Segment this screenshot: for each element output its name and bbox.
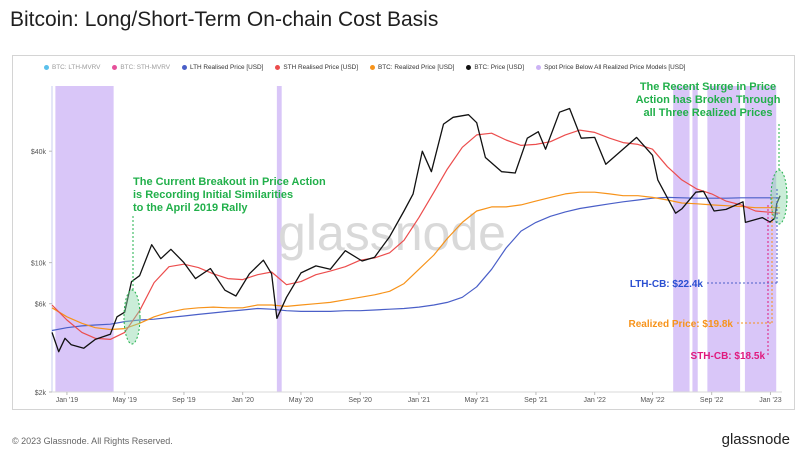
- legend-swatch: [536, 65, 542, 70]
- lth-cb-label: LTH-CB: $22.4k: [630, 279, 704, 290]
- x-tick-label: May '19: [113, 397, 137, 404]
- y-tick-label: $40k: [31, 149, 47, 156]
- chart-title: Bitcoin: Long/Short-Term On-chain Cost B…: [10, 8, 439, 31]
- legend-label: BTC: STH-MVRV: [120, 64, 171, 71]
- annotation-right-line-2: Action has Broken Through: [636, 94, 781, 106]
- annotation-left-line-2: is Recording Initial Similarities: [133, 189, 293, 201]
- annotation-right-line-1: The Recent Surge in Price: [640, 81, 776, 93]
- legend-label: BTC: LTH-MVRV: [52, 64, 101, 71]
- copyright-footer: © 2023 Glassnode. All Rights Reserved.: [12, 436, 173, 446]
- x-axis: Jan '19 May '19 Sep '19 Jan '20 May '20 Sep '…: [56, 392, 782, 404]
- x-tick-label: May '22: [640, 397, 664, 404]
- annotation-left-line-1: The Current Breakout in Price Action: [133, 176, 326, 188]
- shaded-band: [744, 86, 777, 392]
- legend-item-lth-realised[interactable]: LTH Realised Price [USD]: [182, 64, 263, 71]
- legend-item-btc-price[interactable]: BTC: Price [USD]: [466, 64, 524, 71]
- legend-swatch: [275, 65, 281, 70]
- x-tick-label: May '20: [289, 397, 313, 404]
- series-line-price: [51, 107, 781, 353]
- legend-swatch: [44, 65, 49, 70]
- chart-frame: [12, 55, 795, 410]
- legend-swatch: [112, 65, 118, 70]
- x-tick-label: Jan '22: [584, 397, 606, 404]
- ellipse-recent-surge: [770, 169, 788, 225]
- legend-label: BTC: Realized Price [USD]: [378, 64, 455, 71]
- x-tick-label: May '21: [465, 397, 489, 404]
- glassnode-logo: glassnode: [721, 431, 790, 448]
- ellipse-april-2019: [123, 289, 141, 345]
- shaded-band: [673, 86, 690, 392]
- legend-label: STH Realised Price [USD]: [283, 64, 359, 71]
- shaded-band: [276, 86, 282, 392]
- series-lines: [51, 107, 781, 353]
- chart-legend: BTC: LTH-MVRV BTC: STH-MVRV LTH Realised…: [44, 64, 685, 71]
- legend-item-sth-realised[interactable]: STH Realised Price [USD]: [275, 64, 358, 71]
- sth-cb-label: STH-CB: $18.5k: [691, 351, 766, 362]
- legend-swatch: [370, 65, 376, 70]
- x-tick-label: Jan '23: [759, 397, 781, 404]
- realized-price-label: Realized Price: $19.8k: [628, 319, 733, 330]
- legend-swatch: [182, 65, 188, 70]
- legend-label: LTH Realised Price [USD]: [190, 64, 264, 71]
- series-line-lth: [51, 196, 781, 332]
- x-tick-label: Sep '22: [700, 397, 724, 404]
- annotation-left-line-3: to the April 2019 Rally: [133, 202, 248, 214]
- series-line-realized: [51, 191, 781, 331]
- legend-swatch: [466, 65, 472, 70]
- shaded-band: [707, 86, 741, 392]
- x-tick-label: Sep '20: [348, 397, 372, 404]
- legend-item-spot-below[interactable]: Spot Price Below All Realized Price Mode…: [536, 64, 685, 71]
- y-tick-label: $6k: [35, 302, 47, 309]
- annotation-right-line-3: all Three Realized Prices: [643, 107, 772, 119]
- x-tick-label: Jan '21: [408, 397, 430, 404]
- legend-item-sth-mvrv[interactable]: BTC: STH-MVRV: [112, 64, 170, 71]
- shaded-band: [692, 86, 698, 392]
- legend-label: BTC: Price [USD]: [474, 64, 525, 71]
- shaded-bands: [55, 86, 777, 392]
- y-axis: $2k $6k $10k $40k: [31, 149, 52, 397]
- legend-item-realized-price[interactable]: BTC: Realized Price [USD]: [370, 64, 454, 71]
- legend-label: Spot Price Below All Realized Price Mode…: [544, 64, 686, 71]
- x-tick-label: Sep '19: [172, 397, 196, 404]
- shaded-band: [55, 86, 114, 392]
- x-tick-label: Sep '21: [524, 397, 548, 404]
- x-tick-label: Jan '19: [56, 397, 78, 404]
- legend-item-lth-mvrv[interactable]: BTC: LTH-MVRV: [44, 64, 100, 71]
- series-line-sth: [51, 129, 781, 340]
- y-tick-label: $10k: [31, 261, 47, 268]
- x-tick-label: Jan '20: [232, 397, 254, 404]
- y-tick-label: $2k: [35, 390, 47, 397]
